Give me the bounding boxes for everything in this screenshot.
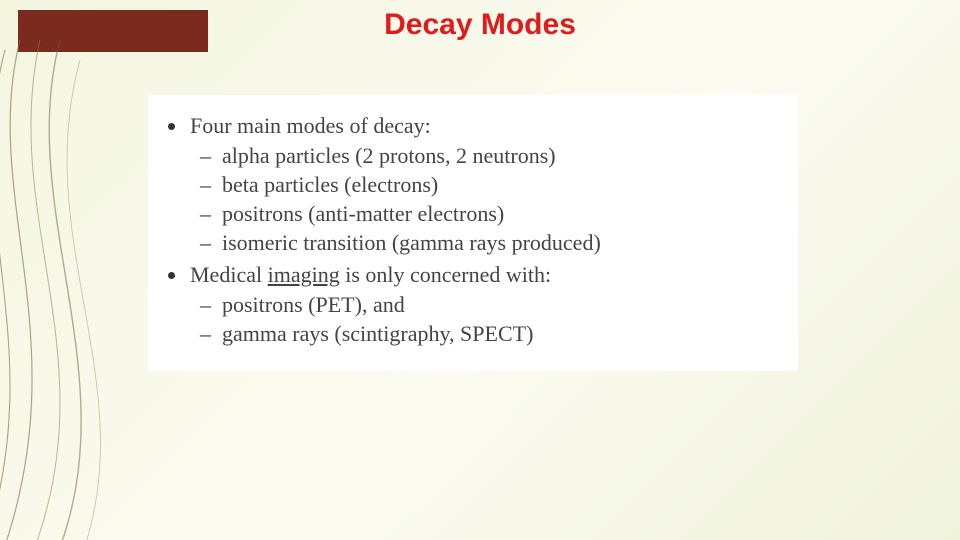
bullet-main-1-text: Four main modes of decay:: [190, 113, 431, 138]
bullet-main-2-underlined: imaging: [268, 262, 340, 287]
bullet-sub-2-2: gamma rays (scintigraphy, SPECT): [218, 321, 780, 347]
bullet-sub-1-1: alpha particles (2 protons, 2 neutrons): [218, 143, 780, 169]
bullet-main-2-post: is only concerned with:: [340, 262, 551, 287]
bullet-sub-1-2: beta particles (electrons): [218, 172, 780, 198]
bullet-main-2: Medical imaging is only concerned with: …: [186, 262, 780, 347]
slide-title: Decay Modes: [0, 8, 960, 42]
slide: Decay Modes Four main modes of decay: al…: [0, 0, 960, 540]
content-panel: Four main modes of decay: alpha particle…: [148, 95, 798, 371]
bullet-sub-1-3: positrons (anti-matter electrons): [218, 201, 780, 227]
bullet-main-2-pre: Medical: [190, 262, 268, 287]
bullet-main-1: Four main modes of decay: alpha particle…: [186, 113, 780, 256]
bullet-sub-1-4: isomeric transition (gamma rays produced…: [218, 230, 780, 256]
bullet-sub-2-1: positrons (PET), and: [218, 292, 780, 318]
